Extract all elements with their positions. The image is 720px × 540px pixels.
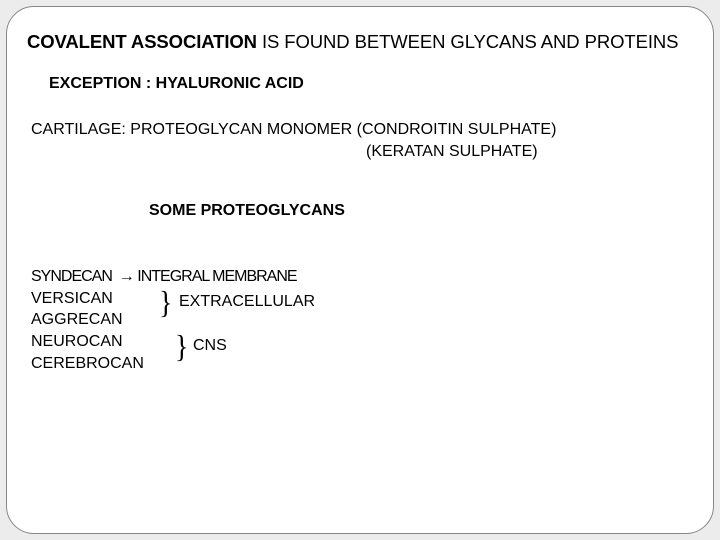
- row-versican: VERSICAN: [31, 288, 693, 310]
- cartilage-line-2: (KERATAN SULPHATE): [366, 141, 693, 163]
- row-cerebrocan: CEREBROCAN: [31, 353, 693, 375]
- brace-icon: }: [159, 288, 172, 320]
- label-extracellular: EXTRACELLULAR: [179, 291, 315, 313]
- label-cns: CNS: [193, 335, 227, 357]
- slide: COVALENT ASSOCIATION IS FOUND BETWEEN GL…: [6, 6, 714, 534]
- title-bold: COVALENT ASSOCIATION: [27, 31, 257, 52]
- brace-icon: }: [175, 332, 188, 364]
- title-rest: IS FOUND BETWEEN GLYCANS AND PROTEINS: [257, 31, 678, 52]
- exception-line: EXCEPTION : HYALURONIC ACID: [49, 75, 693, 93]
- title: COVALENT ASSOCIATION IS FOUND BETWEEN GL…: [27, 31, 693, 53]
- proteoglycan-list: SYNDECAN → INTEGRAL MEMBRANE VERSICAN AG…: [31, 266, 693, 374]
- row-aggrecan: AGGRECAN: [31, 309, 693, 331]
- row-neurocan: NEUROCAN: [31, 331, 693, 353]
- row-syndecan: SYNDECAN → INTEGRAL MEMBRANE: [31, 266, 693, 288]
- cartilage-block: CARTILAGE: PROTEOGLYCAN MONOMER (CONDROI…: [31, 119, 693, 162]
- cartilage-line-1: CARTILAGE: PROTEOGLYCAN MONOMER (CONDROI…: [31, 119, 693, 141]
- some-heading: SOME PROTEOGLYCANS: [149, 202, 693, 220]
